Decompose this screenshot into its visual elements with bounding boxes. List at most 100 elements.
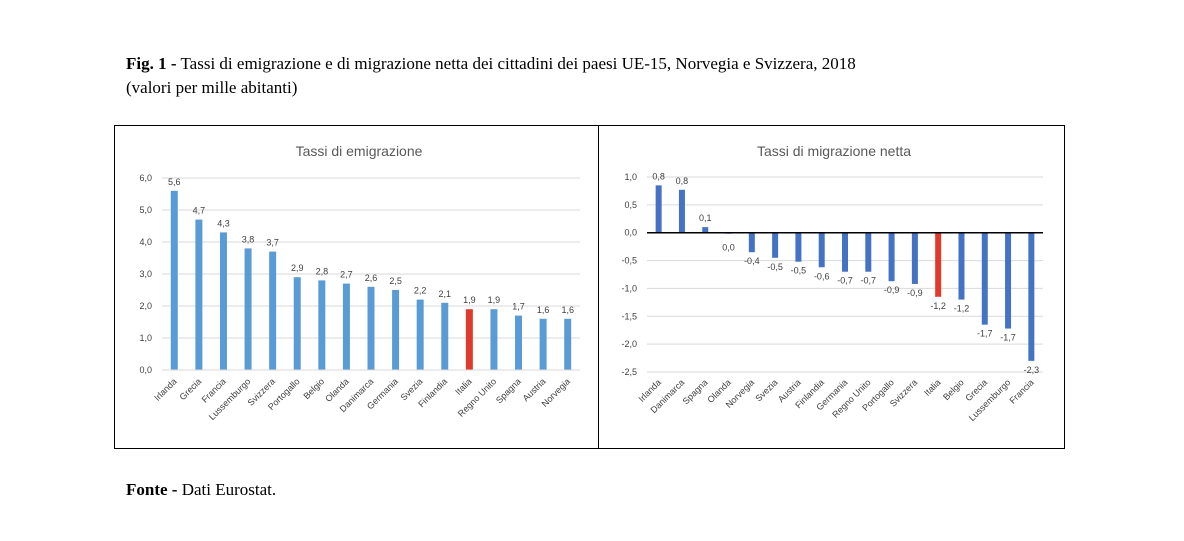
net-migration-bar (795, 232, 802, 262)
net-migration-data-label: -1,2 (954, 304, 970, 314)
emigration-bar (515, 315, 523, 370)
net-migration-data-label: -0,6 (814, 271, 830, 281)
net-migration-category-label: Francia (1007, 377, 1035, 405)
figure-subtitle: (valori per mille abitanti) (126, 78, 298, 97)
net-migration-category-label: Lussemburgo (967, 377, 1013, 423)
net-migration-data-label: -1,7 (977, 329, 993, 339)
emigration-data-label: 4,7 (193, 206, 206, 216)
emigration-ytick-label: 2,0 (139, 301, 152, 311)
emigration-bar (416, 299, 424, 370)
emigration-data-label: 3,7 (266, 238, 279, 248)
emigration-bar (490, 309, 498, 370)
net-migration-ytick-label: 0,0 (624, 228, 637, 238)
net-migration-ytick-label: -2,5 (621, 367, 637, 377)
emigration-bar (441, 302, 449, 370)
net-migration-bar (1005, 232, 1012, 329)
emigration-bar (539, 318, 547, 370)
figure-label: Fig. 1 - (126, 54, 177, 73)
net-migration-bar (911, 232, 918, 284)
net-migration-ytick-label: -0,5 (621, 256, 637, 266)
net-migration-data-label: 0,1 (699, 213, 712, 223)
emigration-ytick-label: 3,0 (139, 269, 152, 279)
figure-title: Fig. 1 - Tassi di emigrazione e di migra… (126, 52, 1126, 100)
net-migration-category-label: Svezia (753, 377, 779, 403)
net-migration-bar (655, 185, 662, 233)
net-migration-ytick-label: 1,0 (624, 172, 637, 182)
emigration-data-label: 2,5 (389, 276, 402, 286)
emigration-data-label: 2,8 (316, 266, 329, 276)
net-migration-data-label: -0,7 (861, 276, 877, 286)
emigration-ytick-label: 4,0 (139, 237, 152, 247)
emigration-data-label: 2,9 (291, 263, 304, 273)
source-label: Fonte - (126, 480, 178, 499)
emigration-data-label: 2,6 (365, 273, 378, 283)
emigration-data-label: 5,6 (168, 177, 181, 187)
net-migration-bar (981, 232, 988, 325)
emigration-data-label: 4,3 (217, 218, 230, 228)
emigration-data-label: 1,9 (463, 295, 476, 305)
net-migration-chart-title: Tassi di migrazione netta (757, 143, 911, 159)
emigration-ytick-label: 1,0 (139, 333, 152, 343)
emigration-bar (293, 277, 301, 370)
net-migration-bar (888, 232, 895, 282)
net-migration-bar (748, 232, 755, 253)
net-migration-bar (702, 227, 709, 233)
emigration-category-label: Italia (453, 376, 474, 397)
emigration-bar (392, 290, 400, 370)
emigration-ytick-label: 5,0 (139, 205, 152, 215)
emigration-bar (244, 248, 252, 370)
net-migration-data-label: -1,2 (930, 301, 946, 311)
net-migration-bar (865, 232, 872, 272)
net-migration-data-label: -0,5 (767, 262, 783, 272)
net-migration-ytick-label: -2,0 (621, 339, 637, 349)
net-migration-bar (842, 232, 848, 272)
emigration-data-label: 1,9 (488, 295, 501, 305)
emigration-chart-panel: Tassi di emigrazione 0,0 1,0 2,0 3,0 4,0 5,0 6,… (114, 125, 599, 449)
emigration-data-label: 2,2 (414, 286, 427, 296)
net-migration-bar (958, 232, 965, 300)
emigration-data-label: 1,6 (561, 305, 574, 315)
emigration-category-label: Spagna (494, 376, 523, 405)
emigration-bar (318, 280, 326, 370)
emigration-bar (195, 219, 203, 370)
net-migration-ytick-label: -1,0 (621, 283, 637, 293)
source-text: Dati Eurostat. (181, 480, 277, 499)
net-migration-data-label: -0,5 (791, 266, 807, 276)
net-migration-data-label: -1,7 (1000, 333, 1016, 343)
net-migration-ytick-label: -1,5 (621, 311, 637, 321)
net-migration-ytick-label: 0,5 (624, 200, 637, 210)
emigration-bar (367, 286, 375, 370)
net-migration-bar (772, 232, 779, 258)
net-migration-category-label: Italia (922, 377, 943, 398)
emigration-bar (219, 232, 227, 370)
emigration-bar (342, 283, 350, 370)
emigration-data-label: 2,7 (340, 270, 353, 280)
net-migration-chart: Tassi di migrazione netta 1,0 0,5 0,0 -0,5 -1… (621, 143, 1043, 423)
emigration-bar (170, 190, 178, 370)
net-migration-chart-panel: Tassi di migrazione netta 1,0 0,5 0,0 -0,5 -1… (598, 125, 1065, 449)
emigration-bar (269, 251, 277, 370)
net-migration-data-label: -0,9 (907, 288, 923, 298)
net-migration-bar (935, 232, 942, 297)
net-migration-data-label: 0,8 (652, 171, 665, 181)
emigration-category-label: Irlanda (152, 376, 179, 403)
net-migration-bar (818, 232, 825, 268)
emigration-data-label: 3,8 (242, 234, 255, 244)
net-migration-data-label: -2,3 (1024, 365, 1040, 375)
emigration-ytick-label: 6,0 (139, 173, 152, 183)
emigration-chart-title: Tassi di emigrazione (296, 143, 423, 159)
net-migration-data-label: -0,7 (837, 276, 853, 286)
emigration-chart: Tassi di emigrazione 0,0 1,0 2,0 3,0 4,0 5,0 6,… (139, 143, 580, 422)
net-migration-bar (678, 189, 685, 233)
emigration-bar (465, 309, 473, 370)
emigration-data-label: 1,7 (512, 302, 525, 312)
emigration-ytick-label: 0,0 (139, 365, 152, 375)
net-migration-data-label: -0,9 (884, 285, 900, 295)
net-migration-data-label: 0,0 (722, 243, 735, 253)
net-migration-data-label: 0,8 (676, 176, 689, 186)
net-migration-category-label: Belgio (941, 377, 966, 402)
figure-title-text: Tassi di emigrazione e di migrazione net… (180, 54, 856, 73)
net-migration-data-label: -0,4 (744, 256, 760, 266)
emigration-bar (564, 318, 572, 370)
emigration-data-label: 1,6 (537, 305, 550, 315)
